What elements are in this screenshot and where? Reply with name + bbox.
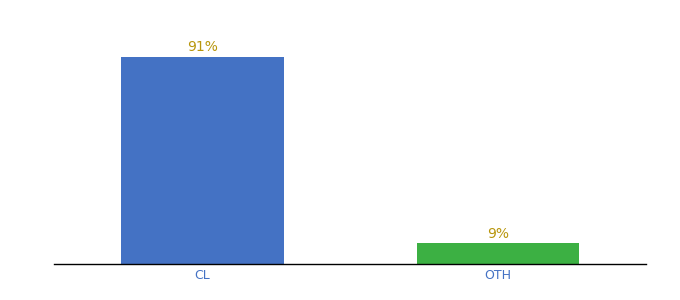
Text: 9%: 9% (487, 227, 509, 241)
Bar (121, 56, 284, 264)
Text: 91%: 91% (187, 40, 218, 54)
Bar (417, 244, 579, 264)
